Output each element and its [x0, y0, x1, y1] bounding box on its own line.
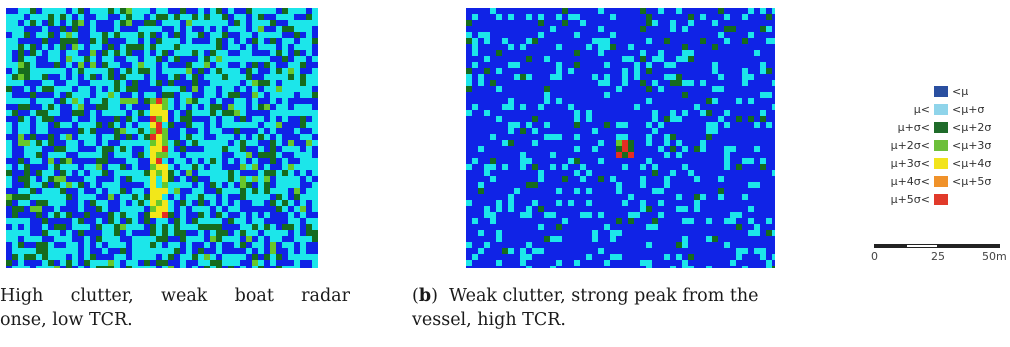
- caption-panel-a: High clutter, weak boat radar onse, low …: [0, 284, 350, 332]
- caption-word: weak: [161, 286, 208, 306]
- legend-lower-bound: μ+4σ<: [890, 174, 930, 188]
- scale-bar: 0 25 50m: [871, 242, 1007, 266]
- caption-paren: (: [412, 286, 419, 306]
- scale-bar-segment-1: [874, 244, 906, 248]
- caption-b-line-1: (b) Weak clutter, strong peak from the: [412, 284, 832, 308]
- radar-intensity-heatmap-a: [6, 8, 318, 268]
- scale-bar-segment-2: [906, 244, 938, 248]
- legend-upper-bound: <μ+2σ: [952, 120, 992, 134]
- caption-b-label: b: [418, 286, 432, 306]
- legend-lower-bound: μ+2σ<: [890, 138, 930, 152]
- legend-row: μ+5σ<: [872, 190, 1002, 208]
- legend-lower-bound: μ+σ<: [897, 120, 930, 134]
- legend-swatch: [934, 193, 948, 205]
- caption-a-line-1: High clutter, weak boat radar: [0, 284, 350, 308]
- legend-upper-bound: <μ+σ: [952, 102, 985, 116]
- legend-row: μ+4σ< <μ+5σ: [872, 172, 1002, 190]
- legend-row: μ+2σ< <μ+3σ: [872, 136, 1002, 154]
- legend-row: <μ: [872, 82, 1002, 100]
- legend-row: μ< <μ+σ: [872, 100, 1002, 118]
- legend-lower-bound: μ+3σ<: [890, 156, 930, 170]
- legend-upper-bound: <μ+5σ: [952, 174, 992, 188]
- legend-swatch: [934, 175, 948, 187]
- scale-tick-0: 0: [871, 250, 878, 263]
- radar-intensity-heatmap-b: [466, 8, 775, 268]
- caption-b-line-2: vessel, high TCR.: [412, 310, 566, 330]
- caption-a-line-2: onse, low TCR.: [0, 310, 133, 330]
- scale-tick-50m: 50m: [982, 250, 1007, 263]
- clutter-map-weak-clutter: [466, 8, 775, 268]
- caption-word: radar: [301, 286, 350, 306]
- legend-row: μ+σ< <μ+2σ: [872, 118, 1002, 136]
- caption-word: clutter,: [70, 286, 134, 306]
- legend-upper-bound: <μ+3σ: [952, 138, 992, 152]
- legend-swatch: [934, 85, 948, 97]
- caption-b-text: Weak clutter, strong peak from the: [437, 286, 759, 306]
- legend-lower-bound: μ<: [913, 102, 930, 116]
- caption-panel-b: (b) Weak clutter, strong peak from the v…: [412, 284, 832, 332]
- scale-tick-25: 25: [931, 250, 945, 263]
- scale-bar-segment-3: [938, 244, 1000, 248]
- caption-word: High: [0, 286, 44, 306]
- legend-upper-bound: <μ+4σ: [952, 156, 992, 170]
- legend-swatch: [934, 157, 948, 169]
- legend-swatch: [934, 121, 948, 133]
- legend-swatch: [934, 103, 948, 115]
- legend-swatch: [934, 139, 948, 151]
- legend-lower-bound: μ+5σ<: [890, 192, 930, 206]
- legend-row: μ+3σ< <μ+4σ: [872, 154, 1002, 172]
- sigma-color-legend: <μ μ< <μ+σ μ+σ< <μ+2σ μ+2σ< <μ+3σ μ+3σ< …: [872, 82, 1002, 208]
- caption-word: boat: [234, 286, 274, 306]
- caption-paren: ): [431, 286, 438, 306]
- legend-upper-bound: <μ: [952, 84, 969, 98]
- clutter-map-high-clutter: [6, 8, 318, 268]
